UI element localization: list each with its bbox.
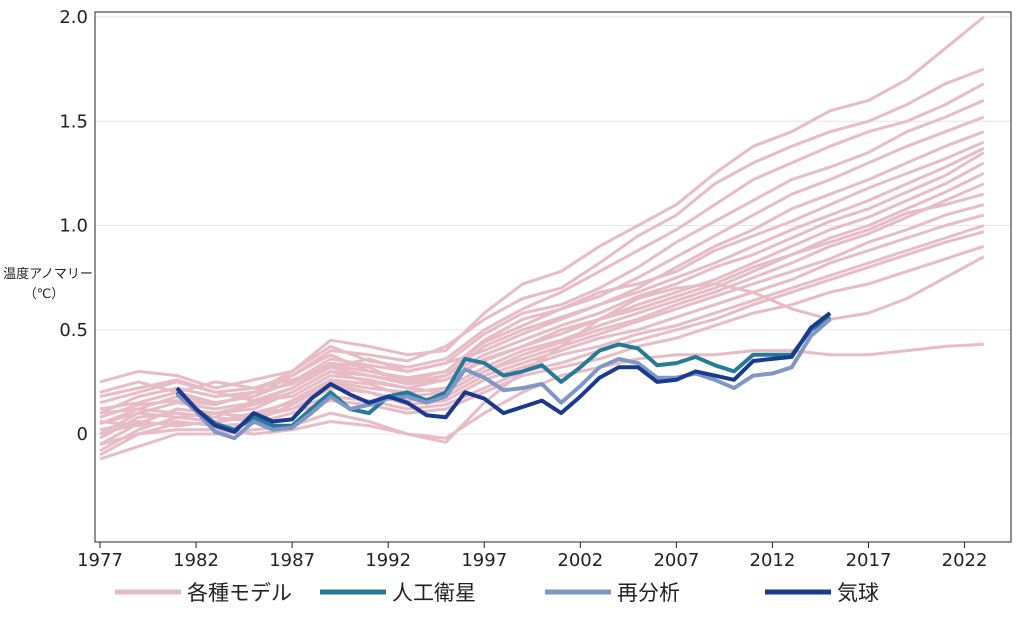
satellite-series-line [175,315,832,432]
model-run-line-19 [99,255,985,461]
model-run-line-8 [99,147,985,411]
x-tick-label: 2022 [942,550,988,571]
models-legend-label: 各種モデル [187,581,292,605]
reanalysis-series-line [175,317,832,441]
model-run-line-6 [99,130,985,446]
gridlines [95,16,1011,435]
x-tick-label: 1977 [77,550,123,571]
model-run-line-4 [99,99,985,426]
y-axis-unit: （℃） [24,287,65,302]
x-tick-label: 2002 [557,550,603,571]
model-runs [99,15,985,461]
model-run-line-2 [99,67,985,405]
model-run-line-1 [99,15,985,390]
plot-frame [94,11,1012,543]
model-run-line-10 [99,161,985,440]
x-tick-label: 2007 [653,550,699,571]
model-run-line-18 [99,244,985,428]
y-axis-label: 温度アノマリー [3,266,93,282]
legend: 各種モデル 人工衛星 再分析 気球 [115,581,879,605]
model-run-line-12 [99,182,985,426]
model-run-line-7 [99,140,985,405]
y-tick-label: 2.0 [59,7,88,28]
y-tick-label: 1.5 [59,111,88,132]
observation-series [175,311,832,441]
satellite-legend-label: 人工衛星 [392,581,476,605]
x-tick-label: 1982 [173,550,219,571]
y-axis-ticks: 2.0 1.5 1.0 0.5 0 [59,7,88,445]
x-tick-label: 1992 [365,550,411,571]
model-run-line-15 [99,213,985,453]
x-tick-label: 2017 [846,550,892,571]
y-tick-label: 1.0 [59,216,88,237]
model-run-line-9 [99,151,985,419]
y-tick-label: 0 [77,424,88,445]
x-tick-label: 2012 [750,550,796,571]
model-run-line-13 [99,192,985,403]
balloon-series-line [175,311,832,434]
x-axis-ticks: 1977 1982 1987 1992 1997 2002 2007 2012 2017 2022 [77,542,987,571]
reanalysis-legend-label: 再分析 [617,581,680,605]
y-tick-label: 0.5 [59,320,88,341]
x-tick-label: 1987 [269,550,315,571]
x-tick-label: 1997 [461,550,507,571]
balloon-legend-label: 気球 [837,581,879,605]
